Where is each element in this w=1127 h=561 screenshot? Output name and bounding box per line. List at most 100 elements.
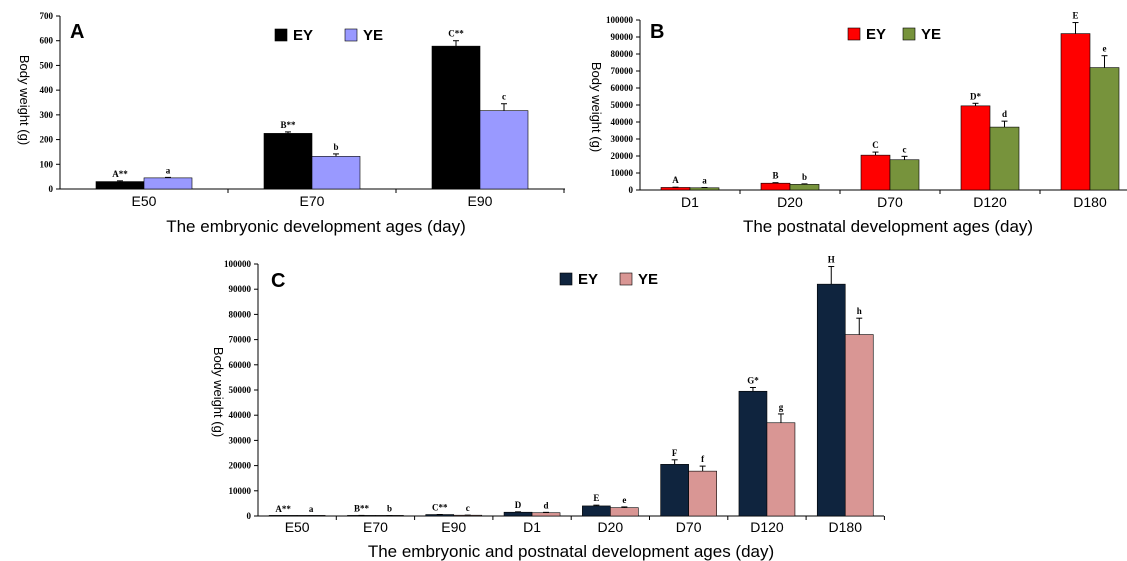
y-tick-label: 0: [629, 185, 634, 195]
x-axis-title: The embryonic development ages (day): [166, 217, 466, 236]
x-tick-label: D180: [829, 519, 863, 535]
bar-ey: [960, 105, 991, 191]
x-tick-label: E90: [468, 193, 493, 209]
y-tick-label: 0: [247, 511, 252, 521]
y-tick-label: 100000: [224, 259, 252, 269]
y-tick-label: 20000: [611, 151, 634, 161]
legend-label: YE: [921, 26, 941, 43]
y-tick-label: 400: [40, 85, 54, 95]
significance-label: C**: [432, 502, 448, 512]
significance-label: e: [1103, 44, 1107, 54]
y-tick-label: 700: [40, 11, 54, 21]
bar-ye: [789, 184, 820, 191]
y-tick-label: 500: [40, 60, 54, 70]
y-tick-label: 50000: [229, 385, 252, 395]
significance-label: c: [466, 503, 470, 513]
y-tick-label: 10000: [229, 486, 252, 496]
bar-ye: [531, 512, 561, 517]
bar-ye: [689, 187, 720, 191]
significance-label: B: [772, 171, 778, 181]
significance-label: c: [903, 144, 907, 154]
legend-swatch: [344, 28, 358, 42]
bar-ye: [844, 334, 874, 517]
bar-ey: [95, 181, 145, 190]
significance-label: C: [872, 140, 879, 150]
panel-label: B: [650, 21, 664, 43]
bar-ey: [1060, 33, 1091, 191]
x-tick-label: D1: [681, 194, 699, 210]
significance-label: d: [1002, 109, 1007, 119]
bar-ye: [989, 126, 1020, 191]
bar-ey: [660, 187, 691, 191]
significance-label: E: [1072, 11, 1078, 21]
bar-ey: [760, 182, 791, 191]
significance-label: H: [828, 255, 835, 265]
y-tick-label: 70000: [611, 66, 634, 76]
legend-swatch: [847, 27, 861, 41]
bar-ey: [431, 45, 481, 190]
y-tick-label: 60000: [229, 360, 252, 370]
bar-ey: [660, 464, 689, 517]
significance-label: D*: [970, 91, 981, 101]
bar-ye: [479, 110, 529, 190]
y-tick-label: 50000: [611, 100, 634, 110]
panel-b-chart: 0 10000 20000 30000 40000 50000 60000 70000 8000…: [589, 11, 1127, 236]
significance-label: h: [857, 306, 862, 316]
y-tick-label: 90000: [229, 284, 252, 294]
y-tick-label: 300: [40, 110, 54, 120]
panel-a-chart: 0 100 200 300 400 500 600 700 E50 A** a E70 B** b E90 C…: [17, 11, 565, 236]
x-tick-label: E70: [300, 193, 325, 209]
y-axis-title: Body weight (g): [589, 62, 604, 152]
y-tick-label: 90000: [611, 32, 634, 42]
significance-label: B**: [354, 503, 370, 513]
significance-label: b: [802, 172, 807, 182]
significance-label: f: [701, 454, 705, 464]
panel-label: A: [70, 21, 84, 43]
x-axis-title: The embryonic and postnatal development …: [368, 542, 774, 561]
y-axis-title: Body weight (g): [17, 55, 32, 145]
bar-ye: [610, 507, 639, 517]
bar-ey: [860, 154, 891, 191]
panel-c-chart: 0 10000 20000 30000 40000 50000 60000 70000 8000…: [211, 255, 885, 561]
bar-ey: [503, 511, 533, 517]
significance-label: d: [544, 500, 549, 510]
x-axis-title: The postnatal development ages (day): [743, 217, 1033, 236]
x-tick-label: D180: [1073, 194, 1107, 210]
y-tick-label: 200: [40, 135, 54, 145]
legend-swatch: [902, 27, 916, 41]
bar-ye: [889, 159, 920, 191]
legend-swatch: [619, 272, 633, 286]
y-tick-label: 80000: [611, 49, 634, 59]
x-tick-label: D20: [598, 519, 624, 535]
bar-ey: [816, 283, 846, 517]
bar-ey: [738, 390, 768, 517]
significance-label: B**: [280, 120, 296, 130]
x-tick-label: E90: [441, 519, 466, 535]
legend-label: YE: [363, 27, 383, 44]
y-tick-label: 0: [49, 184, 54, 194]
y-tick-label: 70000: [229, 335, 252, 345]
bar-ye: [311, 156, 361, 190]
legend-swatch: [559, 272, 573, 286]
bar-ey: [582, 505, 611, 517]
x-tick-label: D70: [676, 519, 702, 535]
significance-label: F: [672, 448, 678, 458]
y-tick-label: 100000: [606, 15, 634, 25]
x-tick-label: E70: [363, 519, 388, 535]
y-tick-label: 600: [40, 36, 54, 46]
x-tick-label: E50: [132, 193, 157, 209]
y-tick-label: 40000: [229, 410, 252, 420]
x-tick-label: E50: [285, 519, 310, 535]
bar-ye: [766, 422, 796, 517]
y-tick-label: 60000: [611, 83, 634, 93]
x-tick-label: D120: [750, 519, 784, 535]
significance-label: b: [333, 142, 338, 152]
legend-label: YE: [638, 271, 658, 288]
significance-label: A**: [275, 504, 291, 514]
significance-label: E: [593, 493, 599, 503]
x-tick-label: D20: [777, 194, 803, 210]
significance-label: g: [779, 402, 784, 412]
significance-label: a: [309, 504, 314, 514]
y-tick-label: 40000: [611, 117, 634, 127]
panel-label: C: [271, 270, 285, 292]
